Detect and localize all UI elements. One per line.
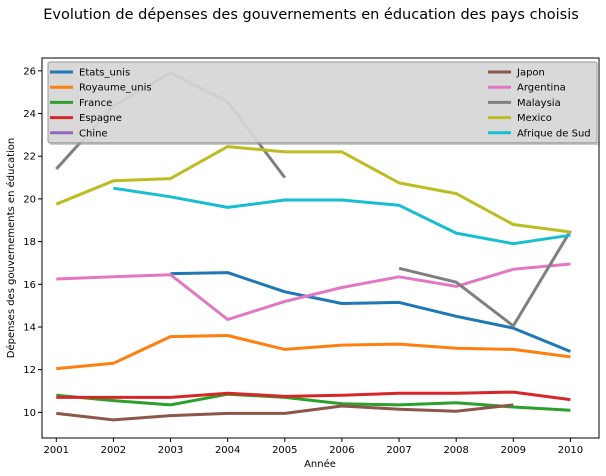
legend-box (47, 61, 598, 144)
y-tick-label: 14 (23, 322, 36, 333)
legend-label: Malaysia (517, 98, 561, 109)
series-afrique-de-sud (113, 186, 571, 246)
y-tick-label: 16 (23, 280, 36, 291)
y-tick-label: 24 (23, 109, 36, 120)
y-tick-label: 12 (23, 365, 36, 376)
series-royaume-unis (56, 334, 571, 371)
series-france (56, 392, 571, 412)
legend-item: Japon (488, 68, 545, 79)
series-line (55, 145, 571, 234)
x-axis-label: Année (304, 458, 336, 470)
legend-label: Royaume_unis (79, 83, 152, 94)
legend-label: France (79, 98, 112, 109)
y-tick-label: 18 (23, 237, 36, 248)
y-tick-label: 22 (23, 152, 36, 163)
legend-label: Etats_unis (79, 68, 130, 79)
legend-label: Japon (516, 68, 545, 79)
legend-item: Afrique de Sud (488, 128, 591, 139)
x-tick-label: 2001 (44, 445, 69, 456)
x-tick-label: 2005 (272, 445, 297, 456)
series-japon (56, 403, 514, 422)
series-mexico (55, 145, 571, 234)
legend-item: Mexico (488, 113, 552, 124)
y-tick-label: 20 (23, 194, 36, 205)
legend-item: Malaysia (488, 98, 561, 109)
y-tick-label: 10 (23, 408, 36, 419)
series-line (56, 334, 571, 371)
legend: Etats_unis Royaume_unis France Espagne Chine… (47, 61, 599, 145)
series-line (56, 392, 571, 412)
x-tick-label: 2006 (329, 445, 354, 456)
plot-area (55, 71, 572, 422)
legend-item: Royaume_unis (50, 83, 152, 94)
series-espagne (56, 390, 571, 402)
x-tick-label: 2002 (101, 445, 126, 456)
legend-shadow (50, 142, 599, 145)
x-tick-label: 2003 (158, 445, 183, 456)
legend-item: Espagne (50, 113, 122, 124)
x-axis: 2001 2002 2003 2004 2005 2006 2007 2008 2009 2010 (44, 438, 583, 456)
series-line (113, 186, 571, 246)
x-tick-label: 2004 (215, 445, 240, 456)
legend-item: Argentina (488, 83, 566, 94)
series-etats-unis (170, 271, 571, 353)
x-tick-label: 2008 (443, 445, 468, 456)
legend-label: Espagne (79, 113, 122, 124)
legend-label: Afrique de Sud (517, 128, 591, 139)
plot-frame (41, 57, 600, 439)
legend-item: Chine (50, 128, 108, 139)
series-argentina (56, 262, 571, 321)
x-tick-label: 2010 (558, 445, 583, 456)
legend-label: Mexico (517, 113, 552, 124)
series-line (56, 390, 571, 402)
y-tick-label: 26 (23, 66, 36, 77)
x-tick-label: 2009 (501, 445, 526, 456)
series-line (398, 230, 572, 328)
series-line (56, 262, 571, 321)
legend-label: Argentina (517, 83, 566, 94)
legend-item: France (50, 98, 112, 109)
chart-title: Evolution de dépenses des gouvernements … (43, 7, 579, 23)
legend-label: Chine (79, 128, 108, 139)
y-axis: 10 12 14 16 18 20 22 24 26 (23, 66, 42, 419)
legend-item: Etats_unis (50, 68, 130, 79)
series-line (56, 403, 514, 422)
x-tick-label: 2007 (386, 445, 411, 456)
series-line (170, 271, 571, 353)
y-axis-label: Dépenses des gouvernements en éducation (5, 138, 17, 358)
